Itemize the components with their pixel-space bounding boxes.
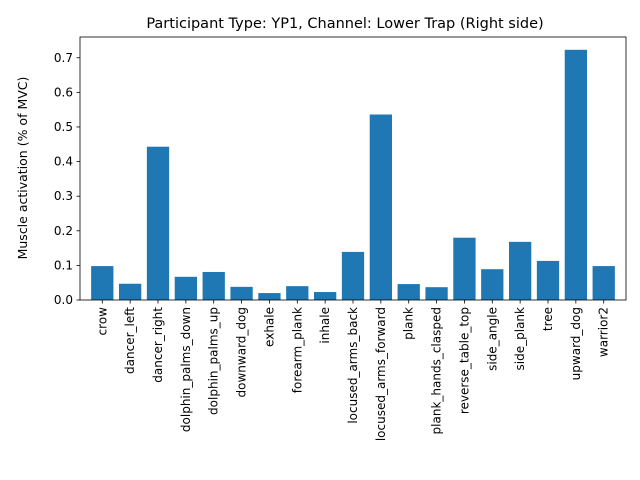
bar-plank: [397, 284, 420, 300]
bar-reverse_table_top: [453, 237, 476, 300]
x-tick-label: dancer_left: [123, 307, 137, 374]
y-axis: 0.0 0.1 0.2 0.3 0.4 0.5 0.6 0.7: [54, 51, 80, 307]
bar-crow: [91, 266, 114, 300]
x-tick-label: plank_hands_clasped: [430, 307, 444, 434]
bar-tree: [536, 260, 560, 300]
plot-frame: [79, 36, 627, 301]
y-tick-label: 0.2: [54, 224, 73, 238]
x-tick-label: locused_arms_forward: [374, 307, 388, 441]
bar-locused_arms_forward: [369, 114, 392, 300]
x-tick-label: dancer_right: [151, 307, 165, 383]
x-tick-label: side_plank: [513, 307, 527, 370]
x-tick-label: tree: [541, 307, 555, 331]
x-tick-label: downward_dog: [235, 307, 249, 397]
x-tick-label: forearm_plank: [290, 307, 304, 393]
y-tick-label: 0.6: [54, 85, 73, 99]
bars-group: [91, 49, 615, 300]
x-tick-label: dolphin_palms_down: [179, 307, 193, 432]
bar-downward_dog: [230, 286, 253, 300]
bar-side_plank: [509, 241, 532, 300]
x-tick-label: locused_arms_back: [346, 307, 360, 424]
x-tick-label: exhale: [262, 307, 276, 347]
bar-upward_dog: [564, 49, 587, 300]
bar-dolphin_palms_down: [174, 276, 197, 300]
bar-locused_arms_back: [341, 251, 365, 300]
y-tick-label: 0.3: [54, 189, 73, 203]
bar-forearm_plank: [286, 286, 309, 300]
x-tick-label: side_angle: [485, 307, 499, 371]
y-tick-label: 0.1: [54, 258, 73, 272]
y-tick-label: 0.0: [54, 293, 73, 307]
y-axis-label: Muscle activation (% of MVC): [15, 77, 30, 260]
y-tick-label: 0.5: [54, 120, 73, 134]
bar-side_angle: [481, 269, 504, 300]
x-axis: crow dancer_left dancer_right dolphin_palms…: [95, 300, 611, 441]
bar-dolphin_palms_up: [202, 271, 225, 300]
chart-title: Participant Type: YP1, Channel: Lower Tr…: [146, 16, 543, 32]
x-tick-label: reverse_table_top: [457, 307, 471, 414]
x-tick-label: crow: [95, 307, 109, 336]
bar-warrior2: [592, 266, 615, 300]
y-tick-label: 0.7: [54, 51, 73, 65]
x-tick-label: upward_dog: [569, 307, 583, 380]
x-tick-label: plank: [402, 307, 416, 340]
bar-dancer_right: [146, 146, 170, 300]
x-tick-label: dolphin_palms_up: [207, 307, 221, 415]
x-tick-label: inhale: [318, 307, 332, 344]
bar-inhale: [314, 292, 337, 300]
bar-plank_hands_clasped: [425, 287, 448, 300]
x-tick-label: warrior2: [597, 307, 611, 357]
y-tick-label: 0.4: [54, 155, 73, 169]
bar-exhale: [258, 293, 281, 300]
bar-dancer_left: [119, 283, 142, 300]
